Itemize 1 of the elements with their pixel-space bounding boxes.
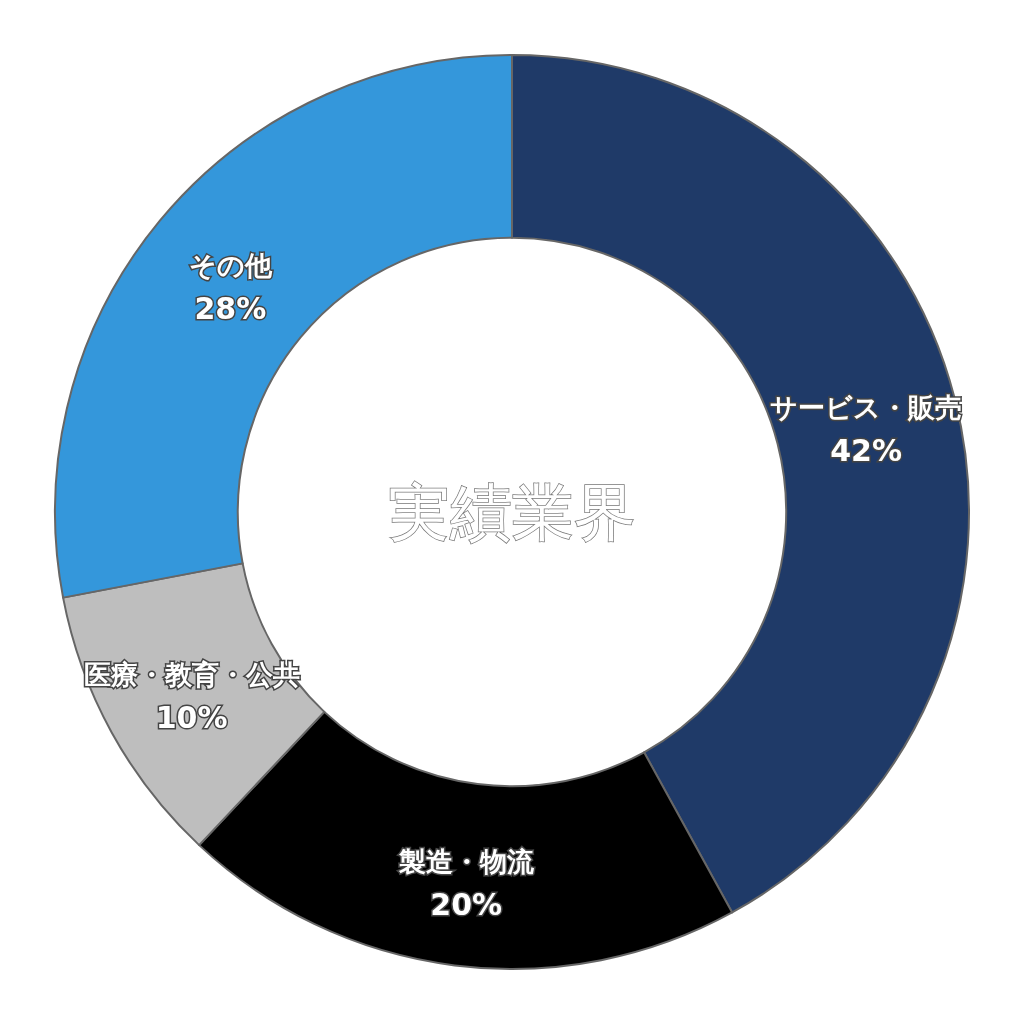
text: 実績業界 — [388, 476, 636, 549]
